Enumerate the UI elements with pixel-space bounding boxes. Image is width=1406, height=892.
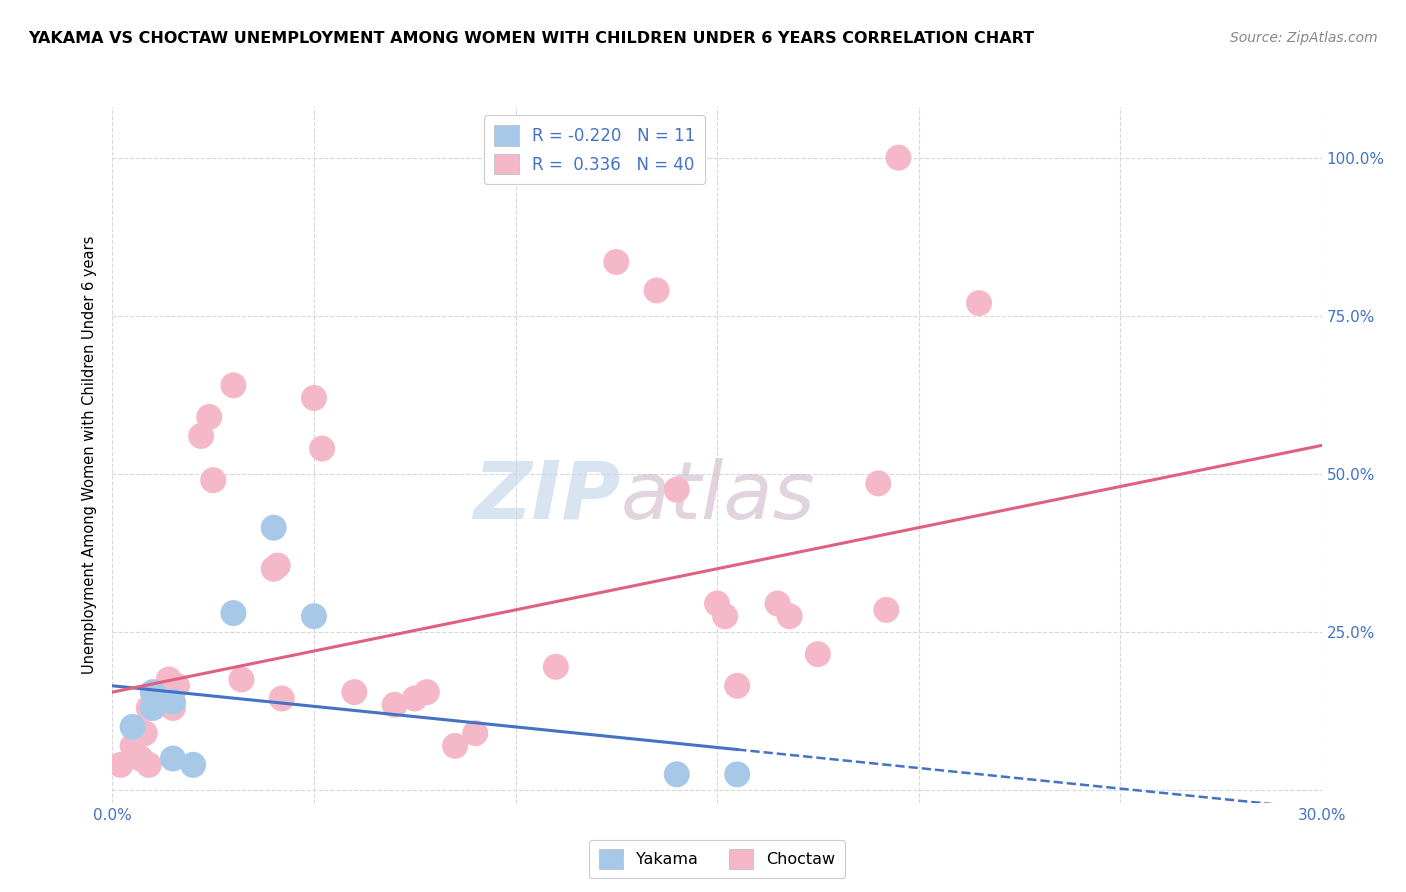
Text: YAKAMA VS CHOCTAW UNEMPLOYMENT AMONG WOMEN WITH CHILDREN UNDER 6 YEARS CORRELATI: YAKAMA VS CHOCTAW UNEMPLOYMENT AMONG WOM…: [28, 31, 1035, 46]
Point: [725, 679, 748, 693]
Point: [706, 597, 728, 611]
Point: [302, 391, 325, 405]
Point: [384, 698, 406, 712]
Text: Source: ZipAtlas.com: Source: ZipAtlas.com: [1230, 31, 1378, 45]
Point: [110, 757, 132, 772]
Point: [887, 151, 910, 165]
Point: [725, 767, 748, 781]
Text: ZIP: ZIP: [472, 458, 620, 536]
Point: [157, 673, 180, 687]
Point: [875, 603, 897, 617]
Point: [162, 751, 184, 765]
Point: [444, 739, 467, 753]
Point: [121, 739, 143, 753]
Point: [222, 378, 245, 392]
Point: [868, 476, 890, 491]
Legend: Yakama, Choctaw: Yakama, Choctaw: [589, 839, 845, 879]
Point: [138, 757, 160, 772]
Point: [311, 442, 333, 456]
Text: atlas: atlas: [620, 458, 815, 536]
Point: [645, 284, 668, 298]
Point: [779, 609, 801, 624]
Point: [138, 701, 160, 715]
Point: [134, 726, 156, 740]
Point: [198, 409, 221, 424]
Point: [142, 685, 165, 699]
Point: [162, 701, 184, 715]
Point: [129, 751, 152, 765]
Point: [142, 701, 165, 715]
Point: [222, 606, 245, 620]
Point: [202, 473, 225, 487]
Point: [231, 673, 253, 687]
Point: [302, 609, 325, 624]
Point: [807, 647, 830, 661]
Point: [263, 521, 285, 535]
Point: [121, 720, 143, 734]
Point: [162, 695, 184, 709]
Point: [270, 691, 292, 706]
Point: [166, 679, 188, 693]
Point: [343, 685, 366, 699]
Point: [267, 558, 290, 573]
Y-axis label: Unemployment Among Women with Children Under 6 years: Unemployment Among Women with Children U…: [82, 235, 97, 674]
Point: [416, 685, 439, 699]
Point: [464, 726, 486, 740]
Point: [149, 685, 172, 699]
Point: [181, 757, 204, 772]
Point: [605, 255, 627, 269]
Point: [263, 562, 285, 576]
Point: [665, 483, 688, 497]
Point: [714, 609, 737, 624]
Point: [665, 767, 688, 781]
Point: [967, 296, 990, 310]
Point: [404, 691, 426, 706]
Point: [190, 429, 212, 443]
Point: [544, 660, 567, 674]
Point: [766, 597, 789, 611]
